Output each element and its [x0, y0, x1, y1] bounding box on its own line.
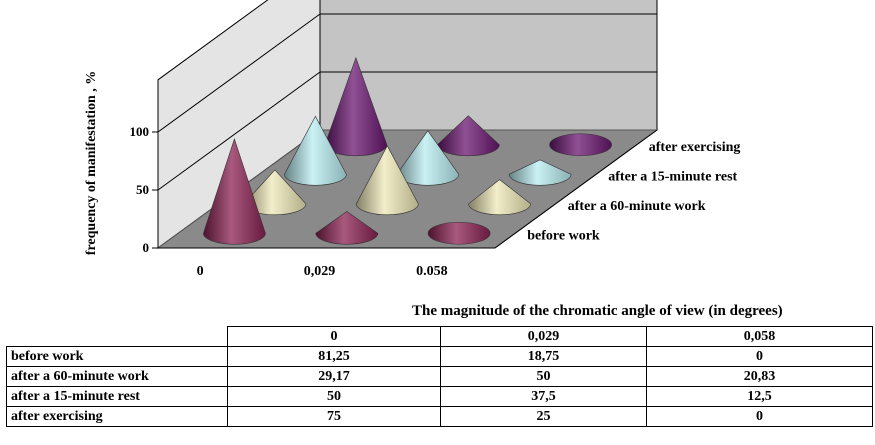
table-cell: 0	[646, 406, 873, 427]
table-cell: 50	[440, 366, 647, 387]
x-tick-label: 0.058	[416, 264, 448, 279]
table-row: after a 60-minute work 29,17 50 20,83	[6, 366, 873, 387]
table-cell: 50	[227, 386, 441, 407]
cone-before-work-2	[427, 221, 491, 245]
cone-chart: 100 50 0 0 0,029 0.058 before work after a 60-m…	[84, 0, 740, 279]
table-header-cell: 0,058	[646, 326, 873, 347]
y-tick-label: 100	[130, 124, 150, 139]
data-table: 0 0,029 0,058 before work 81,25 18,75 0 …	[6, 326, 873, 427]
cone-body	[315, 211, 379, 245]
table-header-row: 0 0,029 0,058	[6, 326, 873, 347]
cone-body	[284, 115, 347, 186]
cone-after-exercising-2	[549, 133, 612, 157]
chart-axes	[152, 79, 658, 249]
table-row: after a 15-minute rest 50 37,5 12,5	[6, 386, 873, 407]
table-header-cell: 0	[227, 326, 441, 347]
cone-base	[549, 133, 612, 157]
cone-body	[508, 159, 572, 186]
table-header-blank	[6, 326, 228, 347]
y-axis-title: frequency of manifestation , %	[84, 71, 99, 255]
cone-after-a-15-minute-rest-0	[284, 115, 347, 186]
series-label: before work	[527, 228, 600, 243]
table-cell: 37,5	[440, 386, 647, 407]
table-cell: 18,75	[440, 346, 647, 367]
depth-axis-line	[494, 129, 658, 249]
y-tick-label: 50	[136, 182, 149, 197]
table-cell: 29,17	[227, 366, 441, 387]
cone-body	[203, 138, 266, 245]
table-caption: The magnitude of the chromatic angle of …	[412, 303, 783, 319]
table-cell: 75	[227, 406, 441, 427]
gridline-side	[157, 13, 321, 133]
cone-before-work-0	[203, 138, 266, 245]
x-tick-label: 0	[197, 264, 204, 279]
series-label: after a 60-minute work	[568, 199, 706, 214]
gridline-side	[157, 71, 321, 191]
cone-before-work-1	[315, 211, 379, 245]
chart-cones	[203, 56, 612, 245]
cone-after-a-60-minute-work-1	[355, 145, 419, 216]
series-label: after a 15-minute rest	[608, 169, 737, 184]
cone-after-a-60-minute-work-2	[468, 179, 531, 216]
table-row: after exercising 75 25 0	[6, 406, 873, 427]
table-cell: 12,5	[646, 386, 873, 407]
table-row: before work 81,25 18,75 0	[6, 346, 873, 367]
x-tick-label: 0,029	[304, 264, 336, 279]
cone-base	[427, 221, 491, 245]
chart-labels: 100 50 0 0 0,029 0.058 before work after a 60-m…	[84, 71, 740, 279]
table-cell: 20,83	[646, 366, 873, 387]
table-header-cell: 0,029	[440, 326, 647, 347]
cone-body	[355, 145, 419, 216]
table-row-label: after a 15-minute rest	[6, 386, 228, 407]
series-label: after exercising	[649, 140, 741, 155]
table-row-label: before work	[6, 346, 228, 367]
cone-body	[468, 179, 531, 216]
table-row-label: after a 60-minute work	[6, 366, 228, 387]
y-tick-label: 0	[143, 240, 150, 255]
table-cell: 25	[440, 406, 647, 427]
table-cell: 0	[646, 346, 873, 367]
table-cell: 81,25	[227, 346, 441, 367]
cone-after-a-15-minute-rest-2	[508, 159, 572, 186]
table-row-label: after exercising	[6, 406, 228, 427]
